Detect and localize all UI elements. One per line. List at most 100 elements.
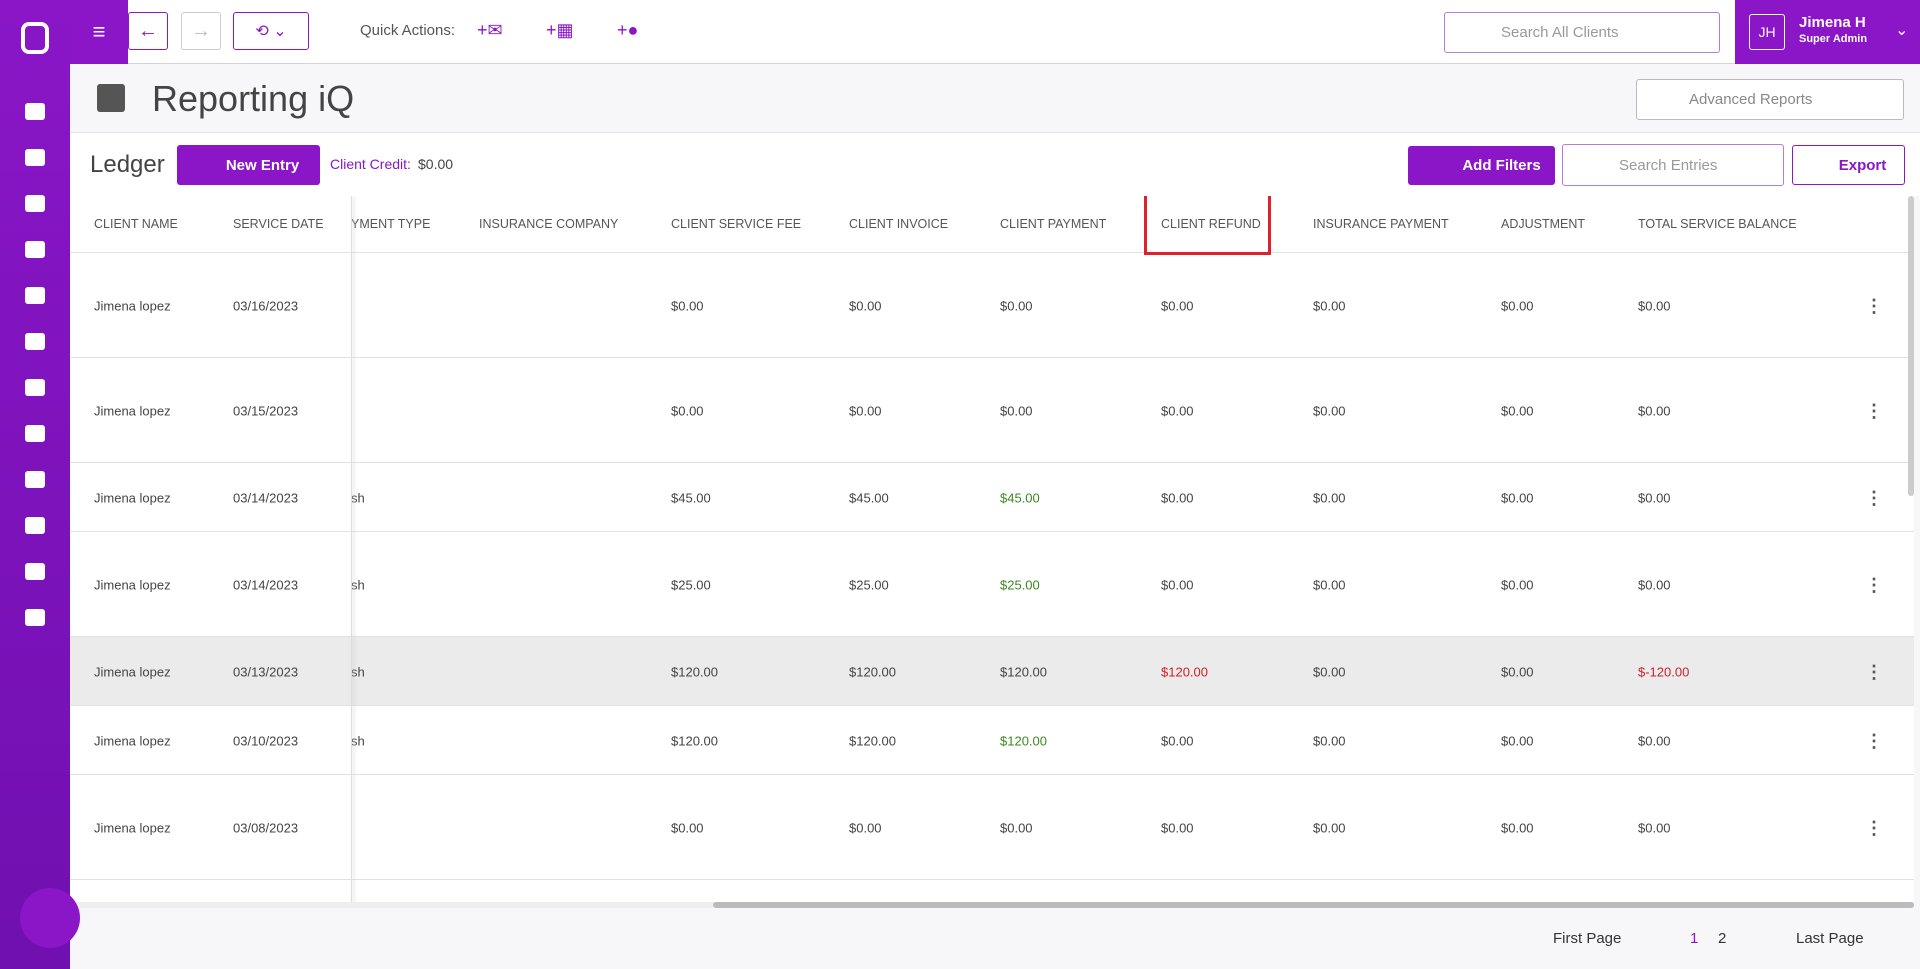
column-header: CLIENT PAYMENT [1000, 217, 1106, 231]
cell: $120.00 [1000, 733, 1047, 748]
row-menu[interactable]: ⋮ [1865, 731, 1883, 752]
column-header: CLIENT SERVICE FEE [671, 217, 801, 231]
cell: sh [351, 664, 365, 679]
column-header: YMENT TYPE [351, 217, 430, 231]
back-button[interactable]: ← [128, 12, 168, 50]
cell: $0.00 [1161, 820, 1194, 835]
sidebar-icon[interactable] [25, 517, 45, 534]
report-icon [97, 84, 125, 112]
sidebar-icon[interactable] [25, 241, 45, 258]
cell: Jimena lopez [94, 403, 171, 418]
column-header: SERVICE DATE [233, 217, 324, 231]
page-number[interactable]: 1 [1690, 930, 1698, 947]
cell: $0.00 [1161, 733, 1194, 748]
column-header: INSURANCE PAYMENT [1313, 217, 1449, 231]
sidebar-icon[interactable] [25, 103, 45, 120]
cell: $0.00 [1313, 733, 1346, 748]
frozen-divider [351, 196, 352, 908]
quick-client[interactable]: +● [617, 20, 638, 41]
logo [21, 22, 49, 54]
cell: sh [351, 577, 365, 592]
cell: $0.00 [1638, 733, 1671, 748]
cell: $-120.00 [1638, 664, 1689, 679]
cell: $120.00 [671, 733, 718, 748]
cell: $0.00 [1000, 298, 1033, 313]
row-menu[interactable]: ⋮ [1865, 401, 1883, 422]
user-menu[interactable]: JH Jimena H Super Admin ⌄ [1735, 0, 1920, 64]
column-header: ADJUSTMENT [1501, 217, 1585, 231]
cell: $0.00 [1501, 820, 1534, 835]
sidebar-icon[interactable] [25, 333, 45, 350]
user-avatar: JH [1749, 14, 1785, 50]
chat-launcher[interactable] [20, 888, 80, 948]
row-menu[interactable]: ⋮ [1865, 575, 1883, 596]
cell: $45.00 [849, 490, 889, 505]
cell: $0.00 [1000, 403, 1033, 418]
cell: $0.00 [1501, 403, 1534, 418]
column-header: CLIENT INVOICE [849, 217, 948, 231]
export-button[interactable]: Export [1792, 145, 1905, 185]
cell: 03/16/2023 [233, 298, 298, 313]
cell: 03/08/2023 [233, 820, 298, 835]
cell: sh [351, 490, 365, 505]
add-filters-button[interactable]: Add Filters [1408, 146, 1555, 185]
sidebar-icon[interactable] [25, 609, 45, 626]
sidebar-icon[interactable] [25, 287, 45, 304]
row-menu[interactable]: ⋮ [1865, 296, 1883, 317]
sidebar-icon[interactable] [25, 149, 45, 166]
cell: $0.00 [671, 820, 704, 835]
history-button[interactable]: ⟲ ⌄ [233, 12, 309, 50]
user-role: Super Admin [1799, 33, 1867, 45]
h-scroll-thumb[interactable] [713, 902, 1914, 908]
sidebar-icon[interactable] [25, 471, 45, 488]
quick-appointment[interactable]: +▦ [546, 20, 574, 41]
cell: $0.00 [1313, 403, 1346, 418]
cell: $120.00 [671, 664, 718, 679]
sidebar-icon[interactable] [25, 379, 45, 396]
cell: $0.00 [849, 820, 882, 835]
cell: $0.00 [1638, 298, 1671, 313]
cell: $0.00 [671, 298, 704, 313]
sidebar-icon[interactable] [25, 563, 45, 580]
cell: $0.00 [1501, 298, 1534, 313]
menu-toggle[interactable]: ≡ [70, 0, 128, 64]
row-menu[interactable]: ⋮ [1865, 818, 1883, 839]
client-credit-value: $0.00 [418, 156, 453, 172]
sidebar-icon[interactable] [25, 425, 45, 442]
user-caret: ⌄ [1895, 20, 1908, 40]
sidebar-icon[interactable] [25, 195, 45, 212]
column-header: CLIENT NAME [94, 217, 178, 231]
quick-actions-label: Quick Actions: [360, 22, 455, 39]
cell: $0.00 [1313, 577, 1346, 592]
first-page[interactable]: First Page [1553, 930, 1621, 947]
cell: $0.00 [1313, 664, 1346, 679]
cell: $0.00 [1638, 577, 1671, 592]
new-entry-button[interactable]: New Entry [177, 145, 320, 185]
user-name: Jimena H [1799, 14, 1866, 31]
entries-search[interactable]: Search Entries [1562, 144, 1784, 186]
cell: $0.00 [1161, 298, 1194, 313]
cell: $120.00 [1000, 664, 1047, 679]
page-number[interactable]: 2 [1718, 930, 1726, 947]
cell: $0.00 [1000, 820, 1033, 835]
cell: $0.00 [1161, 577, 1194, 592]
cell: $0.00 [1313, 298, 1346, 313]
v-scrollbar[interactable] [1908, 196, 1914, 496]
cell: 03/13/2023 [233, 664, 298, 679]
cell: $0.00 [1161, 490, 1194, 505]
cell: $0.00 [849, 403, 882, 418]
topbar: ≡ ← → ⟲ ⌄ Quick Actions: +✉ +▦ +● Search… [70, 0, 1920, 64]
row-menu[interactable]: ⋮ [1865, 488, 1883, 509]
cell: Jimena lopez [94, 577, 171, 592]
report-select[interactable]: Advanced Reports [1636, 79, 1904, 120]
client-search[interactable]: Search All Clients [1444, 12, 1720, 53]
last-page[interactable]: Last Page [1796, 930, 1864, 947]
row-menu[interactable]: ⋮ [1865, 662, 1883, 683]
cell: 03/10/2023 [233, 733, 298, 748]
sidebar [0, 0, 70, 969]
quick-email[interactable]: +✉ [477, 20, 503, 41]
forward-button[interactable]: → [181, 12, 221, 50]
cell: $0.00 [1501, 577, 1534, 592]
column-header: TOTAL SERVICE BALANCE [1638, 217, 1797, 231]
